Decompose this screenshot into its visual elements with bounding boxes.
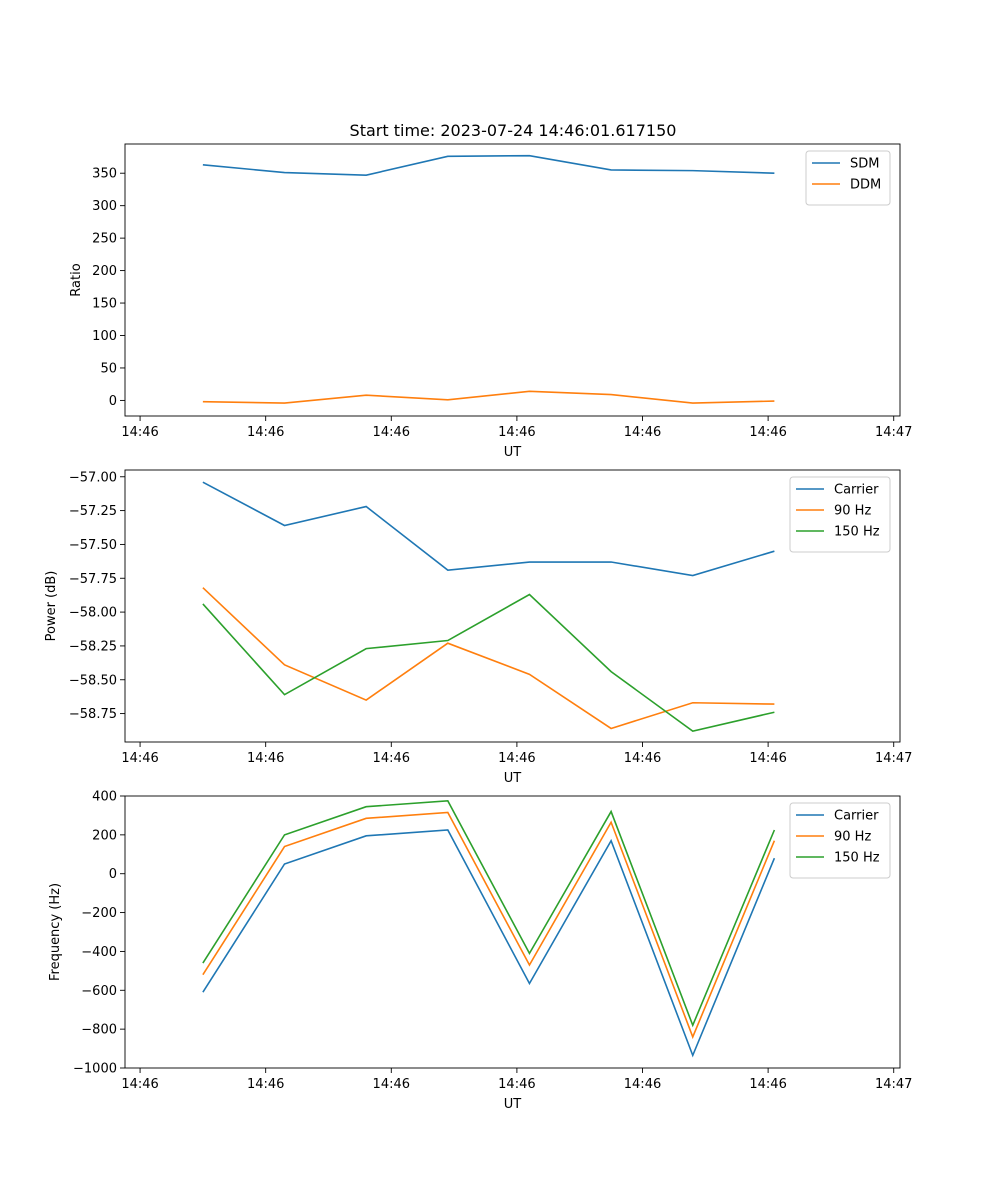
power-y-tick-label: −57.50 xyxy=(69,538,117,553)
power-x-tick-label: 14:46 xyxy=(121,751,158,766)
frequency-legend-label-150-hz: 150 Hz xyxy=(834,851,880,866)
power-y-axis-label: Power (dB) xyxy=(44,571,59,642)
ratio-panel: UT Ratio 14:46 14:46 14:46 14:46 14:46 14:46 1… xyxy=(69,143,912,460)
power-x-tick-label: 14:46 xyxy=(373,751,410,766)
ratio-series-ddm-line xyxy=(202,390,775,404)
frequency-x-tick-label: 14:46 xyxy=(121,1077,158,1092)
power-y-tick-label: −57.00 xyxy=(69,470,117,485)
frequency-series-90-hz-line xyxy=(202,811,776,1040)
power-series-carrier-line xyxy=(202,481,775,577)
ratio-x-tick-label: 14:46 xyxy=(498,425,535,440)
frequency-y-tick-label: −800 xyxy=(81,1023,117,1038)
ratio-x-tick-label: 14:46 xyxy=(749,425,786,440)
ratio-legend-box xyxy=(805,150,891,206)
power-y-tick-label: −57.25 xyxy=(69,504,117,519)
frequency-x-axis-label: UT xyxy=(504,1097,522,1112)
power-y-tick-label: −58.75 xyxy=(69,707,117,722)
power-legend-label-90-hz: 90 Hz xyxy=(834,504,871,519)
power-x-tick-label: 14:47 xyxy=(875,751,912,766)
power-legend: Carrier 90 Hz 150 Hz xyxy=(789,476,891,553)
ratio-y-tick-label: 250 xyxy=(92,232,117,247)
power-x-tick-label: 14:46 xyxy=(749,751,786,766)
frequency-axes-frame xyxy=(124,795,901,1069)
frequency-y-tick-label: −400 xyxy=(81,945,117,960)
ratio-legend: SDM DDM xyxy=(805,150,891,206)
ratio-y-tick-label: 150 xyxy=(92,297,117,312)
power-x-tick-label: 14:46 xyxy=(624,751,661,766)
ratio-x-tick-label: 14:46 xyxy=(624,425,661,440)
frequency-x-tick-label: 14:46 xyxy=(373,1077,410,1092)
frequency-y-tick-label: 200 xyxy=(92,828,117,843)
ratio-x-tick-label: 14:46 xyxy=(121,425,158,440)
ratio-y-tick-label: 200 xyxy=(92,264,117,279)
frequency-x-tick-label: 14:46 xyxy=(624,1077,661,1092)
ratio-x-tick-label: 14:46 xyxy=(247,425,284,440)
ratio-y-tick-label: 50 xyxy=(100,361,117,376)
ratio-y-axis-label: Ratio xyxy=(69,263,84,296)
ratio-y-tick-label: 350 xyxy=(92,167,117,182)
power-x-axis-label: UT xyxy=(504,771,522,786)
frequency-y-axis-label: Frequency (Hz) xyxy=(48,883,63,981)
power-y-tick-label: −58.00 xyxy=(69,606,117,621)
frequency-y-tick-label: −1000 xyxy=(73,1062,117,1077)
frequency-x-tick-label: 14:47 xyxy=(875,1077,912,1092)
power-series-150-hz-line xyxy=(202,593,775,733)
power-legend-box xyxy=(789,476,891,553)
power-y-tick-label: −58.25 xyxy=(69,639,117,654)
power-series-90-hz-line xyxy=(202,587,775,730)
frequency-series-150-hz-line xyxy=(202,800,776,1028)
power-legend-label-150-hz: 150 Hz xyxy=(834,525,880,540)
ratio-x-axis-label: UT xyxy=(504,445,522,460)
ratio-legend-label-ddm: DDM xyxy=(850,178,881,193)
frequency-legend-box xyxy=(789,802,891,879)
frequency-panel: UT Frequency (Hz) 14:46 14:46 14:46 14:46 14… xyxy=(48,790,912,1113)
power-x-tick-label: 14:46 xyxy=(498,751,535,766)
power-y-tick-label: −58.50 xyxy=(69,673,117,688)
figure-title: Start time: 2023-07-24 14:46:01.617150 xyxy=(350,121,677,140)
frequency-legend: Carrier 90 Hz 150 Hz xyxy=(789,802,891,879)
frequency-x-tick-label: 14:46 xyxy=(749,1077,786,1092)
frequency-legend-label-carrier: Carrier xyxy=(834,809,879,824)
ratio-legend-label-sdm: SDM xyxy=(850,157,879,172)
frequency-x-tick-label: 14:46 xyxy=(498,1077,535,1092)
ratio-y-tick-label: 300 xyxy=(92,199,117,214)
ratio-x-tick-label: 14:47 xyxy=(875,425,912,440)
power-panel: UT Power (dB) 14:46 14:46 14:46 14:46 14:46 1… xyxy=(44,469,912,786)
frequency-y-tick-label: 400 xyxy=(92,790,117,805)
ratio-axes-frame xyxy=(124,143,901,417)
power-legend-label-carrier: Carrier xyxy=(834,483,879,498)
ratio-y-tick-label: 100 xyxy=(92,329,117,344)
ratio-series-sdm-line xyxy=(202,154,775,176)
ratio-x-tick-label: 14:46 xyxy=(373,425,410,440)
power-x-tick-label: 14:46 xyxy=(247,751,284,766)
frequency-y-tick-label: −200 xyxy=(81,906,117,921)
ratio-y-tick-label: 0 xyxy=(109,394,117,409)
power-axes-frame xyxy=(124,469,901,743)
frequency-series-carrier-line xyxy=(202,829,776,1058)
frequency-legend-label-90-hz: 90 Hz xyxy=(834,830,871,845)
frequency-y-tick-label: −600 xyxy=(81,984,117,999)
power-y-tick-label: −57.75 xyxy=(69,572,117,587)
frequency-x-tick-label: 14:46 xyxy=(247,1077,284,1092)
frequency-y-tick-label: 0 xyxy=(109,867,117,882)
